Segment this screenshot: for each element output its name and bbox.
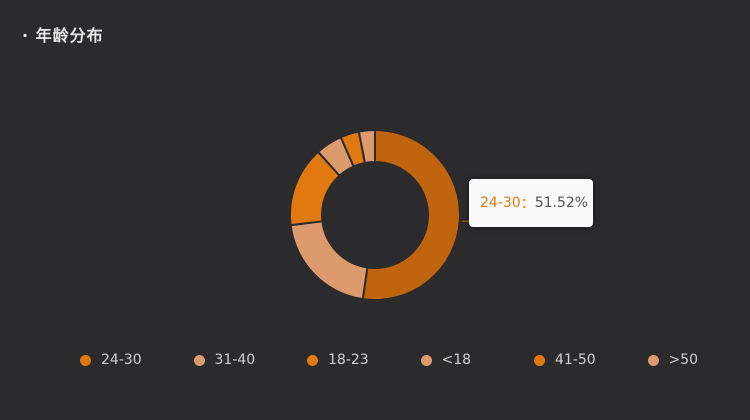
legend-label: 24-30 [101,352,142,368]
legend-label: 31-40 [214,352,256,368]
legend-swatch-icon [534,354,545,366]
legend-item[interactable]: 41-50 [534,350,596,370]
legend-label: >50 [668,352,699,368]
panel-title: · 年龄分布 [22,26,104,45]
legend-label: 18-23 [328,352,369,368]
legend-swatch-icon [647,354,659,366]
tooltip-separator: ： [520,196,535,212]
legend-item[interactable]: 24-30 [80,350,142,370]
legend-label: 41-50 [555,352,596,368]
chart-tooltip: 24-30 ： 51.52% [469,179,593,227]
tooltip-category: 24-30 [480,195,521,211]
legend-swatch-icon [307,354,318,366]
legend-item[interactable]: <18 [420,350,472,370]
donut-slice--50[interactable] [357,128,376,165]
tooltip-value: 51.52% [534,195,589,211]
legend-swatch-icon [80,354,91,366]
legend-swatch-icon [193,354,205,366]
legend-item[interactable]: 18-23 [307,350,369,370]
legend-item[interactable]: >50 [647,350,699,370]
donut-slice-31-40[interactable] [289,220,369,301]
legend-label: <18 [441,352,472,368]
donut-slice-24-30[interactable] [361,128,461,301]
chart-legend: 24-30 31-40 18-23 <18 41-50 >50 [0,350,750,370]
legend-item[interactable]: 31-40 [193,350,256,370]
legend-swatch-icon [420,354,432,366]
